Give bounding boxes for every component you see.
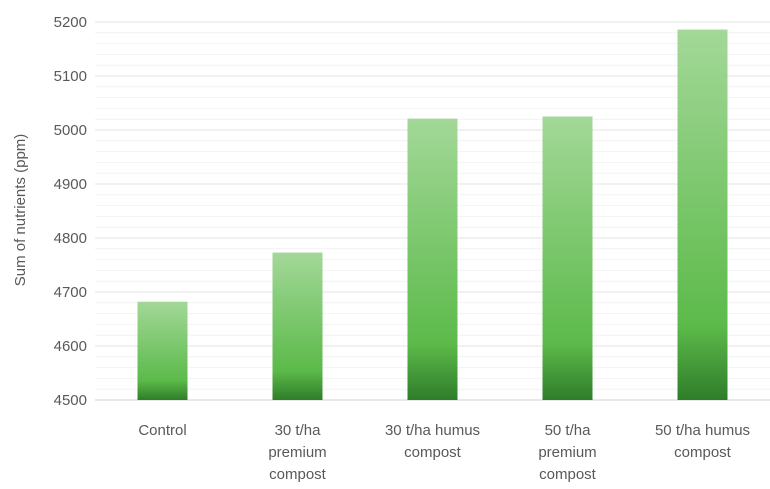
bar xyxy=(137,301,188,400)
x-category-label-line: 30 t/ha xyxy=(275,422,322,439)
x-category-label-line: premium xyxy=(538,444,596,461)
x-category-label-line: compost xyxy=(269,466,327,483)
y-tick-label: 5200 xyxy=(54,14,87,31)
y-tick-labels: 4500 4600 4700 4800 4900 5000 5100 5200 xyxy=(54,14,87,409)
x-category-label-line: compost xyxy=(674,444,732,461)
x-category-label: 30 t/ha humus compost xyxy=(385,422,480,461)
y-tick-label: 4800 xyxy=(54,230,87,247)
y-tick-label: 5000 xyxy=(54,122,87,139)
x-category-label: 50 t/ha humus compost xyxy=(655,422,750,461)
bar xyxy=(542,116,593,400)
y-axis-title: Sum of nutrients (ppm) xyxy=(12,134,29,287)
bars xyxy=(137,29,728,401)
y-tick-label: 4600 xyxy=(54,338,87,355)
bar xyxy=(407,118,458,400)
x-category-label-line: 30 t/ha humus xyxy=(385,422,480,439)
y-tick-label: 5100 xyxy=(54,68,87,85)
y-tick-label: 4900 xyxy=(54,176,87,193)
x-category-label-line: compost xyxy=(404,444,462,461)
x-category-label: 50 t/ha premium compost xyxy=(538,422,596,483)
x-category-label-line: compost xyxy=(539,466,597,483)
bar xyxy=(677,29,728,401)
x-category-label-line: 50 t/ha humus xyxy=(655,422,750,439)
y-tick-label: 4700 xyxy=(54,284,87,301)
bar xyxy=(272,252,323,400)
x-category-label: 30 t/ha premium compost xyxy=(268,422,326,483)
y-tick-label: 4500 xyxy=(54,392,87,409)
x-category-label-line: 50 t/ha xyxy=(545,422,592,439)
x-category-label-line: Control xyxy=(138,422,186,439)
x-category-label-line: premium xyxy=(268,444,326,461)
x-category-label: Control xyxy=(138,422,186,439)
